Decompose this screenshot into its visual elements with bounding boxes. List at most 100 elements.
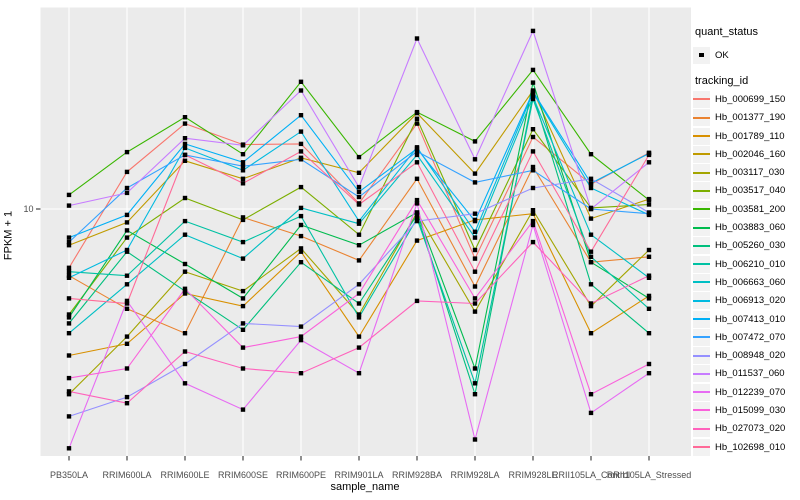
y-axis-title: FPKM + 1 — [2, 210, 15, 261]
data-point — [182, 288, 188, 294]
data-point-markers — [66, 28, 652, 451]
data-point — [588, 232, 594, 237]
data-point — [182, 152, 188, 158]
data-point — [124, 298, 130, 304]
legend-tracking-id-item: Hb_006210_010 — [693, 255, 800, 273]
data-point — [356, 202, 362, 207]
data-point — [530, 222, 536, 228]
data-point — [298, 246, 304, 251]
x-tick-label: RRII105LA_Stressed — [607, 470, 692, 480]
data-point — [472, 171, 478, 176]
series-color-swatch — [693, 409, 710, 412]
data-point — [646, 371, 652, 376]
series-color-swatch — [693, 153, 710, 156]
data-point — [646, 306, 652, 311]
data-point — [240, 176, 246, 181]
data-point — [414, 201, 420, 206]
legend-tracking-id-item: Hb_005260_030 — [693, 237, 800, 255]
legend-tracking-id-item: Hb_002046_160 — [693, 145, 800, 163]
legend-quant-status-item: OK — [693, 46, 800, 64]
data-point — [414, 212, 420, 218]
data-point — [472, 180, 478, 185]
data-point — [182, 115, 188, 120]
series-color-swatch — [693, 244, 710, 247]
data-point — [472, 256, 478, 261]
legend-series-label: Hb_102698_010 — [715, 441, 786, 453]
data-point — [298, 184, 304, 190]
data-point — [414, 116, 420, 121]
legend-series-label: Hb_015099_030 — [715, 404, 786, 416]
data-point — [588, 216, 594, 221]
data-point — [472, 296, 478, 301]
data-point — [472, 437, 478, 442]
data-point — [356, 184, 362, 190]
data-point — [124, 235, 130, 240]
data-point — [356, 312, 362, 317]
data-point — [530, 211, 536, 216]
data-point — [472, 211, 478, 216]
data-point — [240, 321, 246, 326]
data-point — [472, 381, 478, 386]
data-point — [298, 213, 304, 219]
data-point — [298, 149, 304, 154]
legend-key-box — [693, 145, 710, 163]
legend-tracking-id-item: Hb_003581_200 — [693, 200, 800, 218]
data-point — [588, 392, 594, 397]
data-point — [124, 185, 130, 191]
data-point — [66, 275, 72, 280]
data-point — [646, 202, 652, 207]
data-point — [356, 221, 362, 226]
data-point — [588, 303, 594, 309]
legend-key-box — [693, 310, 710, 328]
data-point — [66, 265, 72, 270]
data-point — [472, 366, 478, 371]
data-point — [356, 154, 362, 160]
x-tick-label: RRIM600PE — [276, 470, 326, 480]
data-point — [124, 273, 130, 278]
data-point — [530, 94, 536, 99]
legend-series-label: Hb_003581_200 — [715, 203, 786, 215]
data-point — [530, 80, 536, 85]
data-point — [646, 361, 652, 367]
data-point — [66, 192, 72, 198]
data-point — [414, 238, 420, 243]
x-tick-label: RRIM928LA — [450, 470, 499, 480]
data-point — [298, 157, 304, 162]
data-point — [124, 212, 130, 218]
legend-tracking-id-item: Hb_006663_060 — [693, 273, 800, 291]
data-point — [530, 28, 536, 34]
data-point — [66, 239, 72, 245]
data-point — [530, 168, 536, 173]
data-point — [182, 381, 188, 386]
legend-key-box — [693, 109, 710, 127]
data-point — [240, 160, 246, 165]
legend-tracking-id-entries: Hb_000699_150 Hb_001377_190 Hb_001789_110 H… — [693, 90, 800, 456]
data-point — [588, 249, 594, 254]
legend-tracking-id-item: Hb_001377_190 — [693, 109, 800, 127]
data-point — [646, 152, 652, 158]
data-point — [66, 269, 72, 274]
legend-key-box — [693, 237, 710, 255]
data-point — [530, 134, 536, 140]
data-point — [182, 141, 188, 147]
data-point — [472, 235, 478, 240]
data-point — [588, 410, 594, 416]
data-point — [646, 254, 652, 259]
data-point — [646, 296, 652, 301]
data-point — [124, 247, 130, 253]
series-color-swatch — [693, 446, 710, 449]
data-point — [414, 210, 420, 215]
data-point — [124, 169, 130, 175]
data-point — [472, 247, 478, 253]
series-color-swatch — [693, 171, 710, 174]
legend-tracking-id-item: Hb_006913_020 — [693, 292, 800, 310]
data-point — [414, 176, 420, 181]
data-point — [66, 389, 72, 394]
data-point — [298, 205, 304, 211]
legend-series-label: Hb_003883_060 — [715, 222, 786, 234]
data-point — [646, 160, 652, 165]
series-color-swatch — [693, 427, 710, 430]
data-point — [66, 414, 72, 419]
series-color-swatch — [693, 318, 710, 320]
data-point — [414, 298, 420, 304]
